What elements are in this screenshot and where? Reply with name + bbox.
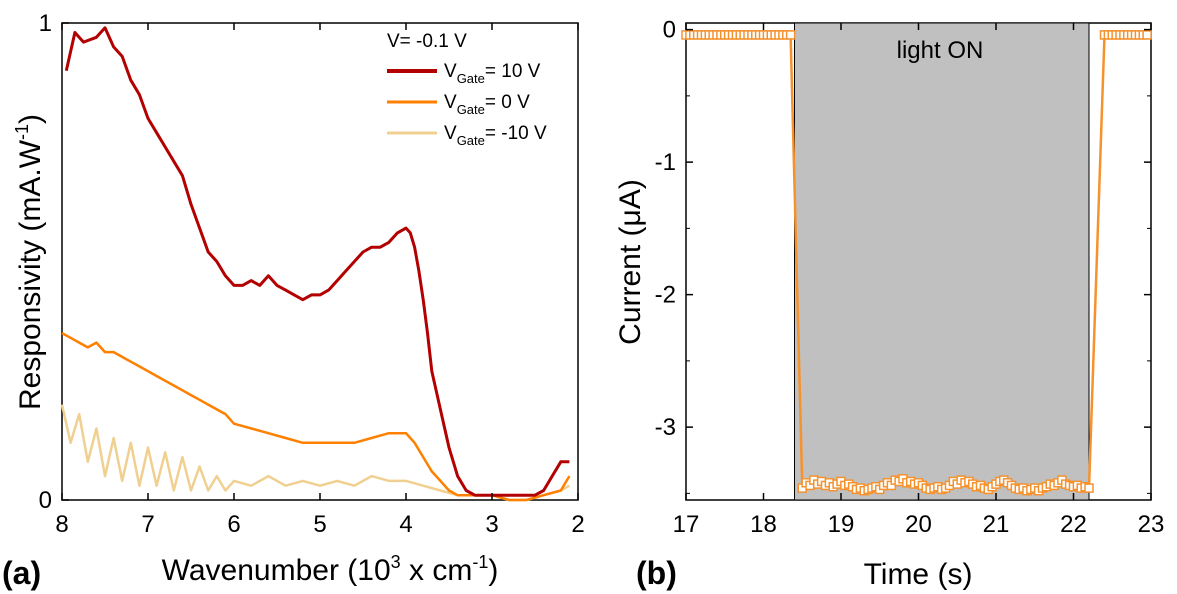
legend-label-sub: Gate bbox=[457, 102, 485, 117]
ticks-b: 17 18 19 20 21 22 23 0 -1 -2 -3 bbox=[655, 17, 1165, 538]
legend-label-sub: Gate bbox=[457, 71, 485, 86]
current-data-point bbox=[1084, 483, 1094, 493]
series-line-1 bbox=[61, 332, 571, 502]
legend-label-tail: = 0 V bbox=[485, 92, 530, 113]
x-tick-label: 5 bbox=[313, 511, 326, 538]
svg-text:VGate= -10 V: VGate= -10 V bbox=[444, 123, 547, 148]
x-tick-label: 19 bbox=[828, 511, 855, 538]
legend-label-tail: = 10 V bbox=[485, 61, 541, 82]
panel-b: 17 18 19 20 21 22 230-1-2-3 light ON Time (s) … bbox=[614, 17, 1164, 591]
x-tick-label: 21 bbox=[983, 511, 1010, 538]
y-axis-title-b: Current (μA) bbox=[614, 179, 647, 345]
x-axis-title-a: Wavenumber (103 x cm-1) bbox=[162, 552, 499, 587]
x-axis-title-b: Time (s) bbox=[864, 558, 973, 591]
legend-label-main: V bbox=[444, 61, 457, 82]
x-tick-label: 8 bbox=[55, 511, 68, 538]
legend-entry-vgate-10: VGate= 10 V bbox=[387, 61, 541, 86]
svg-text:VGate= 0 V: VGate= 0 V bbox=[444, 92, 530, 117]
legend-a: V= -0.1 V VGate= 10 V VGate= 0 V VGate= … bbox=[387, 31, 547, 148]
series-group-a bbox=[60, 26, 571, 502]
ticks-a: 8 7 6 5 4 3 2 0 1 bbox=[39, 10, 585, 538]
legend-label-main: V bbox=[444, 92, 457, 113]
svg-text:VGate= 10 V: VGate= 10 V bbox=[444, 61, 541, 86]
panel-a: 8 7 6 5 4 3 201 V= -0.1 V VGate= 10 V VGate= 0… bbox=[2, 10, 585, 591]
x-tick-label: 4 bbox=[399, 511, 412, 538]
y-tick-label: -3 bbox=[655, 414, 676, 441]
legend-entry-vgate-minus-10: VGate= -10 V bbox=[387, 123, 547, 148]
panel-label-a: (a) bbox=[2, 555, 41, 591]
current-data-point bbox=[1142, 30, 1152, 40]
light-on-annotation: light ON bbox=[897, 37, 984, 64]
series-group-b bbox=[681, 30, 1152, 496]
y-axis-title-a: Responsivity (mA.W-1) bbox=[12, 114, 47, 410]
legend-entry-vgate-0: VGate= 0 V bbox=[387, 92, 530, 117]
y-tick-label: -1 bbox=[655, 149, 676, 176]
x-tick-label: 2 bbox=[571, 511, 584, 538]
legend-title: V= -0.1 V bbox=[387, 31, 467, 52]
x-tick-label: 7 bbox=[141, 511, 154, 538]
y-tick-label: 0 bbox=[663, 17, 676, 44]
x-tick-label: 3 bbox=[485, 511, 498, 538]
plot-area-a bbox=[61, 22, 579, 501]
y-tick-label: -2 bbox=[655, 282, 676, 309]
current-data-point bbox=[785, 30, 796, 40]
x-tick-label: 6 bbox=[227, 511, 240, 538]
legend-label-main: V bbox=[444, 123, 457, 144]
legend-label-tail: = -10 V bbox=[485, 123, 547, 144]
x-tick-label: 17 bbox=[673, 511, 700, 538]
legend-label-sub: Gate bbox=[457, 133, 485, 148]
x-tick-label: 18 bbox=[750, 511, 777, 538]
x-tick-label: 22 bbox=[1060, 511, 1087, 538]
y-tick-label: 1 bbox=[39, 10, 52, 37]
panel-label-b: (b) bbox=[636, 555, 677, 591]
y-tick-label: 0 bbox=[39, 487, 52, 514]
x-tick-label: 20 bbox=[905, 511, 932, 538]
x-tick-label: 23 bbox=[1138, 511, 1165, 538]
light-on-region bbox=[794, 22, 1090, 501]
series-line-0 bbox=[64, 26, 570, 497]
